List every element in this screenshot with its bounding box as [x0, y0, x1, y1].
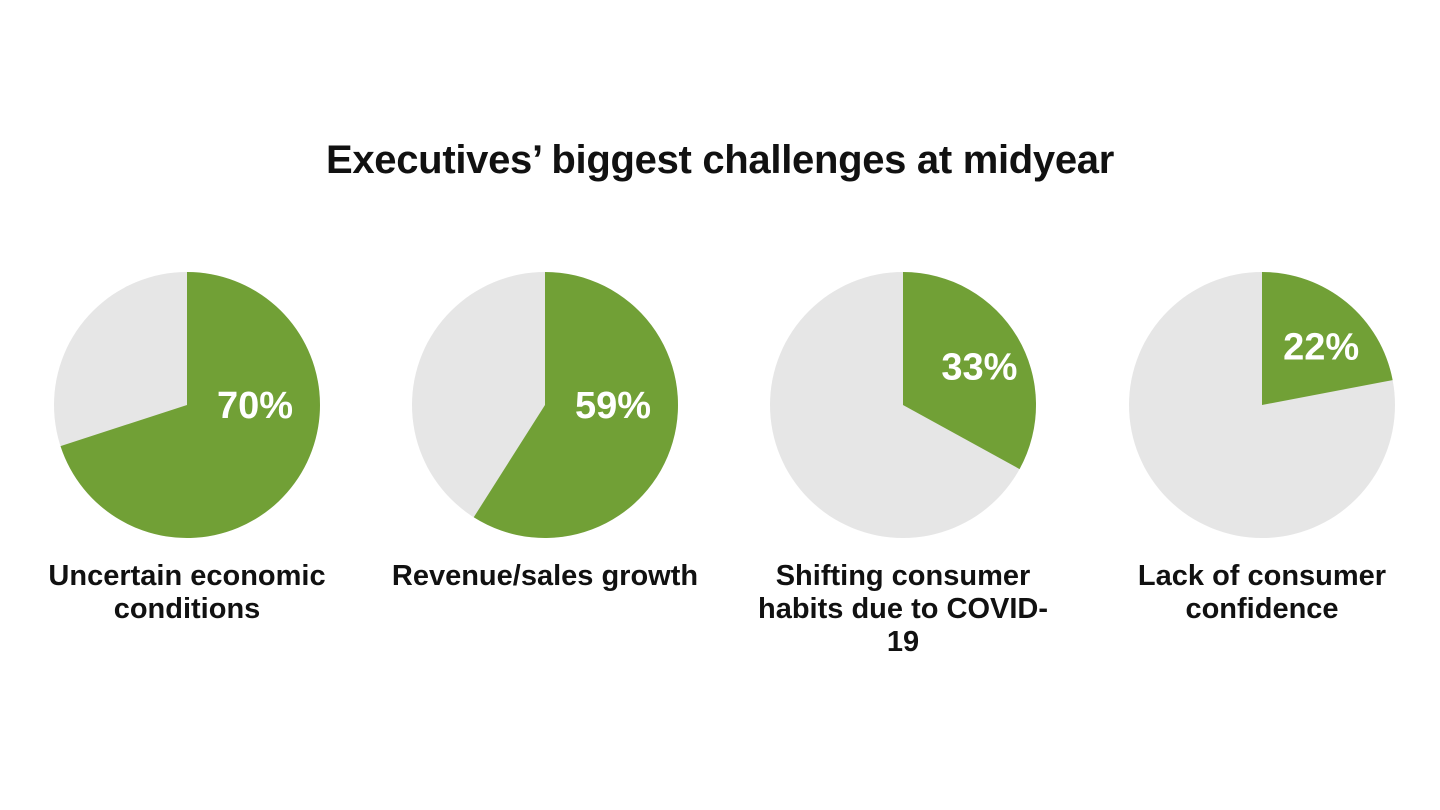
pie-svg-2: 59% [412, 272, 678, 538]
pie-value-label-3: 33% [941, 347, 1017, 389]
pie-slice-2 [473, 272, 678, 538]
pie-chart-1: 70% [52, 270, 322, 540]
pie-svg-3: 33% [770, 272, 1036, 538]
pie-slice-4 [1262, 272, 1393, 405]
pie-category-label-2: Revenue/sales growth [391, 560, 699, 592]
pie-category-label-1: Uncertain economic conditions [48, 560, 326, 625]
pie-slice-3 [903, 272, 1036, 470]
pie-svg-4: 22% [1129, 272, 1395, 538]
pie-chart-2: 59% [410, 270, 680, 540]
pie-value-label-2: 59% [575, 385, 651, 427]
chart-title: Executives’ biggest challenges at midyea… [325, 138, 1115, 182]
pie-category-label-3: Shifting consumer habits due to COVID-19 [758, 560, 1048, 658]
pie-value-label-4: 22% [1283, 327, 1359, 369]
pie-chart-3: 33% [768, 270, 1038, 540]
pie-category-label-4: Lack of consumer confidence [1137, 560, 1387, 625]
pie-chart-4: 22% [1127, 270, 1397, 540]
pie-svg-1: 70% [54, 272, 321, 538]
pie-value-label-1: 70% [217, 385, 293, 427]
pie-slice-1 [60, 272, 321, 538]
